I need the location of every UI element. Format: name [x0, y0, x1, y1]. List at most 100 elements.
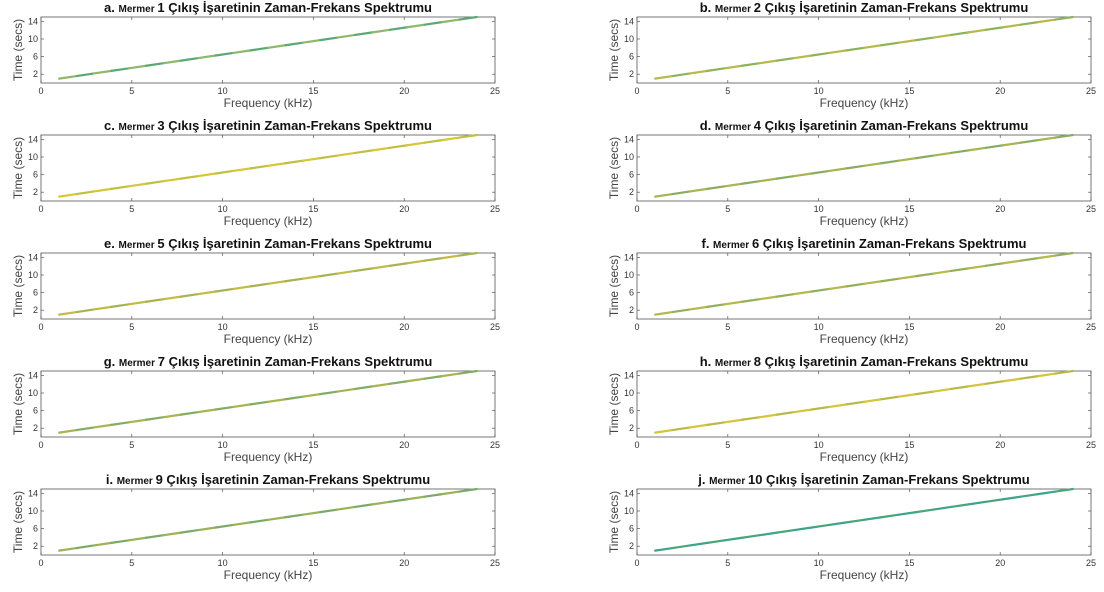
series-line-segment	[671, 72, 692, 78]
series-line-segment	[775, 56, 796, 62]
series-line-segment	[179, 292, 200, 298]
x-tick-label: 20	[995, 440, 1005, 450]
series-line-segment	[897, 38, 918, 44]
title-prefix: e.	[104, 236, 118, 251]
x-tick-label: 5	[129, 86, 134, 96]
x-tick-label: 15	[904, 322, 914, 332]
series-line-segment	[145, 298, 165, 303]
chart-svg: h. Mermer 8 Çıkış İşaretinin Zaman-Freka…	[607, 354, 1096, 464]
series-line-segment	[723, 64, 744, 70]
y-axis-label: Time (secs)	[11, 137, 25, 199]
plot-frame	[636, 134, 1092, 202]
x-tick-label: 10	[218, 86, 228, 96]
series-line-segment	[880, 159, 900, 165]
series-line-segment	[232, 521, 252, 527]
y-tick-label: 14	[28, 370, 38, 380]
y-axis-label: Time (secs)	[607, 137, 621, 199]
chart-svg: j. Mermer 10 Çıkış İşaretinin Zaman-Frek…	[607, 472, 1096, 582]
title-small: Mermer	[709, 476, 748, 487]
series-line-segment	[688, 423, 709, 429]
series-line-segment	[671, 308, 692, 314]
series-line-segment	[458, 369, 478, 375]
series-line-segment	[654, 310, 674, 316]
chart-title: d. Mermer 4 Çıkış İşaretinin Zaman-Freka…	[700, 118, 1029, 133]
x-tick-label: 5	[129, 204, 134, 214]
series-line-segment	[758, 413, 779, 419]
x-tick-label: 5	[725, 204, 730, 214]
x-tick-label: 10	[814, 204, 824, 214]
series-line-segment	[723, 536, 744, 542]
series-line-segment	[897, 274, 918, 280]
series-line-segment	[828, 403, 848, 409]
y-tick-label: 6	[629, 288, 634, 298]
title-prefix: d.	[700, 118, 715, 133]
series-line-segment	[353, 385, 374, 391]
y-tick-label: 10	[28, 388, 38, 398]
chart-title: g. Mermer 7 Çıkış İşaretinin Zaman-Freka…	[104, 354, 433, 369]
series-line-segment	[706, 539, 726, 545]
series-line-segment	[127, 64, 148, 70]
y-tick-label: 10	[624, 506, 634, 516]
plot-frame	[636, 252, 1092, 320]
x-tick-label: 25	[490, 558, 500, 568]
chart-panel: j. Mermer 10 Çıkış İşaretinin Zaman-Frek…	[596, 472, 1104, 590]
y-tick-label: 10	[28, 34, 38, 44]
x-tick-label: 10	[218, 558, 228, 568]
series-line-segment	[1036, 18, 1057, 24]
x-tick-label: 25	[490, 322, 500, 332]
x-tick-label: 0	[38, 86, 43, 96]
series-line-segment	[1054, 251, 1074, 257]
series-line-segment	[1019, 139, 1040, 144]
x-tick-label: 25	[1086, 440, 1096, 450]
series-line-segment	[810, 523, 831, 529]
series-line-segment	[301, 510, 322, 516]
series-line-segment	[932, 387, 953, 393]
x-tick-label: 25	[1086, 558, 1096, 568]
series-line-segment	[880, 41, 900, 47]
series-line-segment	[92, 69, 113, 75]
series-line-segment	[1002, 141, 1022, 147]
y-axis-label: Time (secs)	[11, 491, 25, 553]
x-tick-label: 20	[995, 322, 1005, 332]
series-line-segment	[458, 251, 478, 257]
series-line-segment	[845, 400, 866, 406]
plot-frame	[636, 488, 1092, 556]
series-line-segment	[92, 187, 113, 193]
series-line-segment	[440, 372, 461, 378]
x-axis-label: Frequency (kHz)	[224, 332, 313, 346]
y-tick-label: 14	[624, 16, 634, 26]
x-tick-label: 20	[995, 86, 1005, 96]
series-line-segment	[319, 390, 339, 396]
y-tick-label: 6	[33, 524, 38, 534]
series-line-segment	[775, 528, 796, 534]
x-axis-label: Frequency (kHz)	[820, 450, 909, 464]
series-line-segment	[266, 162, 287, 167]
y-tick-label: 2	[629, 69, 634, 79]
series-line-segment	[915, 154, 935, 160]
chart-panel: h. Mermer 8 Çıkış İşaretinin Zaman-Freka…	[596, 354, 1104, 472]
chart-panel: c. Mermer 3 Çıkış İşaretinin Zaman-Freka…	[0, 118, 552, 236]
y-axis-label: Time (secs)	[11, 373, 25, 435]
y-tick-label: 10	[624, 388, 634, 398]
series-line-segment	[845, 518, 866, 524]
series-line-segment	[967, 28, 987, 34]
chart-title: c. Mermer 3 Çıkış İşaretinin Zaman-Freka…	[104, 118, 432, 133]
series-line-segment	[654, 74, 674, 80]
series-line-segment	[266, 516, 287, 521]
x-tick-label: 15	[308, 204, 318, 214]
series-line-segment	[197, 172, 217, 178]
series-line-segment	[1036, 254, 1057, 260]
series-line-segment	[440, 490, 461, 496]
series-line-segment	[723, 182, 744, 188]
y-tick-label: 6	[629, 524, 634, 534]
series-line-segment	[266, 280, 287, 285]
y-tick-label: 6	[33, 406, 38, 416]
series-line-segment	[319, 508, 339, 514]
series-line-segment	[110, 421, 130, 427]
series-line-segment	[810, 405, 831, 411]
series-line-segment	[932, 505, 953, 511]
x-tick-label: 0	[38, 558, 43, 568]
x-tick-label: 20	[399, 322, 409, 332]
series-line-segment	[706, 185, 726, 191]
series-line-segment	[706, 67, 726, 73]
